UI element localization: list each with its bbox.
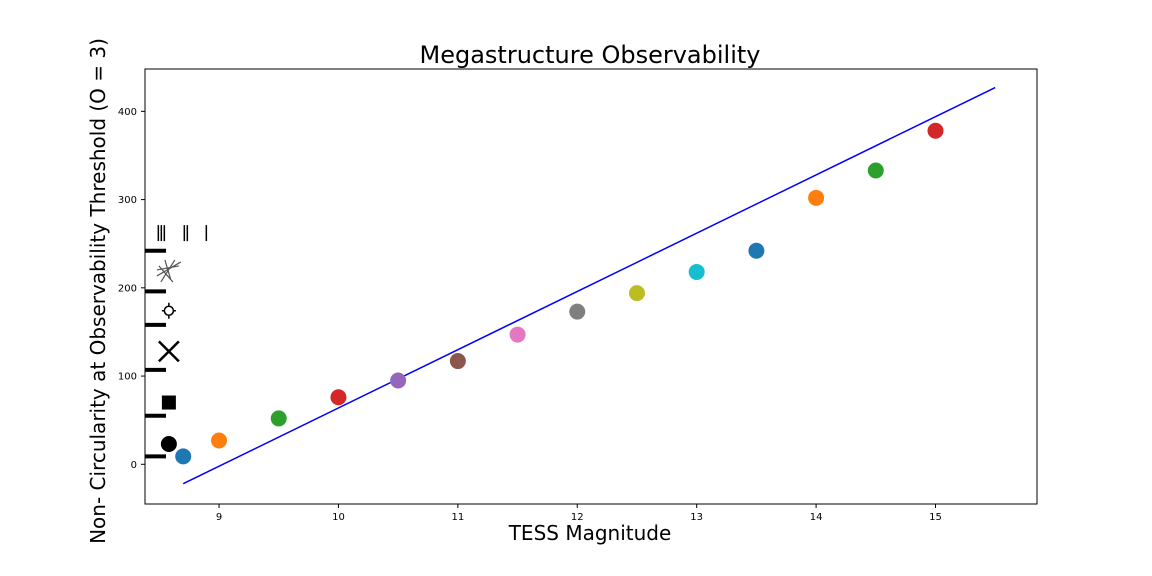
- trend-line-layer: [182, 86, 996, 485]
- marker-samples: [156, 225, 208, 452]
- scatter-point: [270, 410, 287, 427]
- x-tick-label: 14: [810, 512, 823, 523]
- scatter-point: [569, 303, 586, 320]
- scatter-point: [449, 353, 466, 370]
- left-dash-markers: [145, 248, 166, 459]
- y-tick-label: 300: [118, 195, 137, 206]
- starburst-marker-sample: [156, 259, 182, 283]
- scatter-point: [330, 389, 347, 406]
- plot-frame: [144, 68, 1038, 505]
- scatter-point: [748, 242, 765, 259]
- plot-area: [144, 68, 1038, 505]
- y-tick-label: 400: [118, 107, 137, 118]
- scatter-point: [688, 263, 705, 280]
- scatter-point: [808, 189, 825, 206]
- x-axis-label: TESS Magnitude: [508, 521, 672, 545]
- y-tick-label: 100: [118, 372, 137, 383]
- scatter-point: [509, 326, 526, 343]
- scatter-point: [927, 122, 944, 139]
- square-marker-sample: [161, 395, 176, 410]
- x-tick-label: 11: [451, 512, 464, 523]
- chart-title: Megastructure Observability: [420, 41, 761, 69]
- x-tick-label: 12: [571, 512, 584, 523]
- x-tick-label: 15: [929, 512, 942, 523]
- scatter-point: [211, 432, 228, 449]
- trend-line: [182, 86, 996, 485]
- x-tick-label: 9: [216, 512, 222, 523]
- sun-rays: [161, 302, 176, 319]
- circle-marker-sample: [160, 436, 177, 452]
- data-points: [175, 122, 944, 465]
- y-axis-label: Non- Circularity at Observability Thresh…: [86, 38, 110, 544]
- scatter-point: [628, 285, 645, 302]
- scatter-point: [867, 162, 884, 179]
- x-axis-ticks: 9 10 11 12 13 14 15: [216, 504, 942, 523]
- x-tick-label: 13: [690, 512, 703, 523]
- x-marker-sample: [157, 340, 180, 363]
- x-tick-label: 10: [332, 512, 345, 523]
- sun-marker-sample: [163, 305, 175, 317]
- scatter-point: [175, 448, 192, 465]
- y-tick-label: 0: [131, 460, 137, 471]
- y-axis-ticks: 0 100 200 300 400: [118, 107, 145, 471]
- y-tick-label: 200: [118, 283, 137, 294]
- scatter-point: [390, 372, 407, 389]
